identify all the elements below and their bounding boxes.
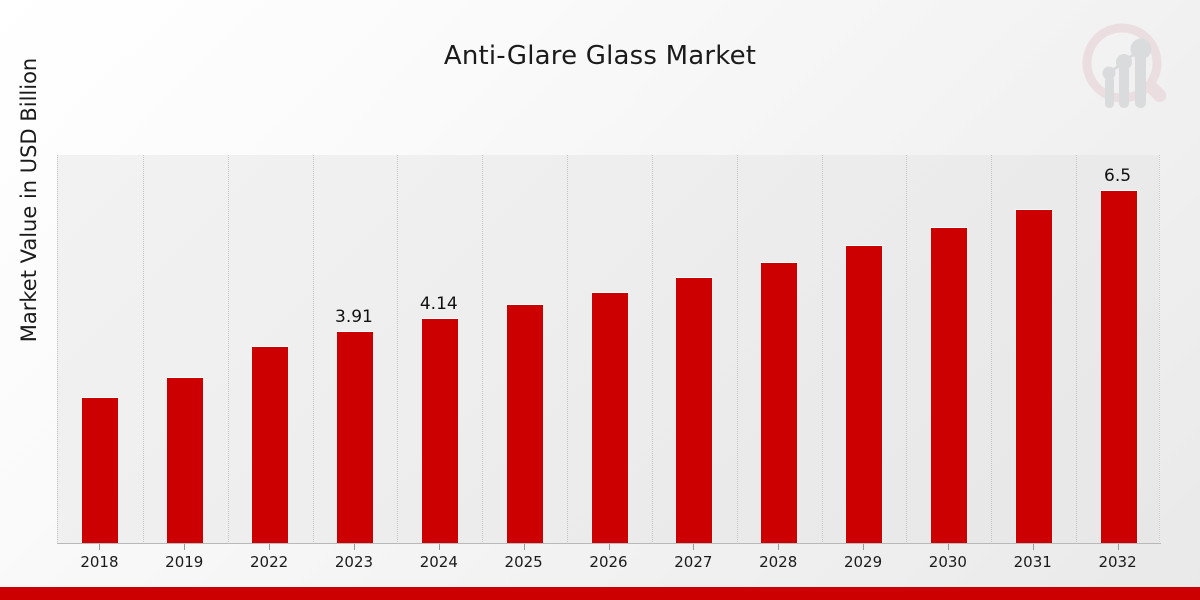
bar-2029[interactable] — [845, 245, 884, 544]
gridline — [651, 155, 653, 544]
tick-mark-2019 — [184, 544, 186, 550]
bar-2025[interactable] — [505, 304, 544, 544]
bar-value-label-2032: 6.5 — [1104, 165, 1132, 186]
bar-2023[interactable] — [335, 330, 374, 544]
x-tick-label-2019: 2019 — [165, 553, 204, 571]
bar-2028[interactable] — [760, 261, 799, 544]
tick-mark-2031 — [1032, 544, 1034, 550]
gridline — [312, 155, 314, 544]
x-tick-label-2031: 2031 — [1013, 553, 1052, 571]
x-tick-label-2024: 2024 — [419, 553, 458, 571]
tick-mark-2023 — [353, 544, 355, 550]
tick-mark-2018 — [99, 544, 101, 550]
gridline — [821, 155, 823, 544]
gridline — [397, 155, 399, 544]
x-tick-label-2022: 2022 — [250, 553, 289, 571]
tick-mark-2026 — [608, 544, 610, 550]
bar-2030[interactable] — [929, 226, 968, 544]
tick-mark-2024 — [438, 544, 440, 550]
logo-bar-1 — [1105, 76, 1114, 108]
bar-2018[interactable] — [81, 396, 120, 544]
x-tick-label-2029: 2029 — [843, 553, 883, 571]
gridline — [1076, 155, 1078, 544]
bar-2024[interactable] — [420, 318, 459, 544]
bar-2022[interactable] — [251, 346, 290, 544]
x-tick-label-2023: 2023 — [334, 553, 374, 571]
gridline — [567, 155, 569, 544]
logo-dot-1 — [1102, 66, 1116, 80]
x-tick-label-2032: 2032 — [1098, 553, 1137, 571]
gridline — [736, 155, 738, 544]
bar-2031[interactable] — [1014, 208, 1053, 544]
tick-mark-2029 — [863, 544, 865, 550]
x-tick-label-2028: 2028 — [759, 553, 798, 571]
gridline — [142, 155, 144, 544]
gridline — [991, 155, 993, 544]
gridline — [482, 155, 484, 544]
tick-mark-2027 — [693, 544, 695, 550]
x-tick-label-2018: 2018 — [80, 553, 119, 571]
footer-band — [0, 587, 1200, 600]
bar-value-label-2024: 4.14 — [419, 294, 458, 315]
tick-mark-2025 — [523, 544, 525, 550]
logo-bar-3 — [1135, 53, 1146, 108]
bar-2032[interactable] — [1099, 189, 1138, 544]
tick-mark-2032 — [1117, 544, 1119, 550]
x-tick-label-2025: 2025 — [504, 553, 543, 571]
tick-mark-2022 — [269, 544, 271, 550]
y-axis-title: Market Value in USD Billion — [17, 57, 41, 343]
magnifier-handle-icon — [1146, 82, 1167, 103]
gridline — [227, 155, 229, 544]
x-tick-label-2026: 2026 — [589, 553, 628, 571]
bar-2026[interactable] — [590, 292, 629, 544]
tick-mark-2030 — [947, 544, 949, 550]
gridline — [906, 155, 908, 544]
bar-2019[interactable] — [166, 377, 205, 544]
bar-2027[interactable] — [675, 277, 714, 544]
plot-area — [57, 155, 1160, 544]
x-tick-label-2027: 2027 — [674, 553, 713, 571]
brand-logo — [1074, 18, 1178, 122]
bar-value-label-2023: 3.91 — [335, 306, 373, 327]
x-tick-label-2030: 2030 — [928, 553, 967, 571]
logo-bar-2 — [1119, 65, 1129, 108]
page-title: Anti-Glare Glass Market — [443, 41, 757, 71]
x-axis-line — [57, 543, 1161, 544]
logo-dot-3 — [1130, 38, 1152, 60]
logo-dot-2 — [1116, 54, 1132, 70]
tick-mark-2028 — [778, 544, 780, 550]
